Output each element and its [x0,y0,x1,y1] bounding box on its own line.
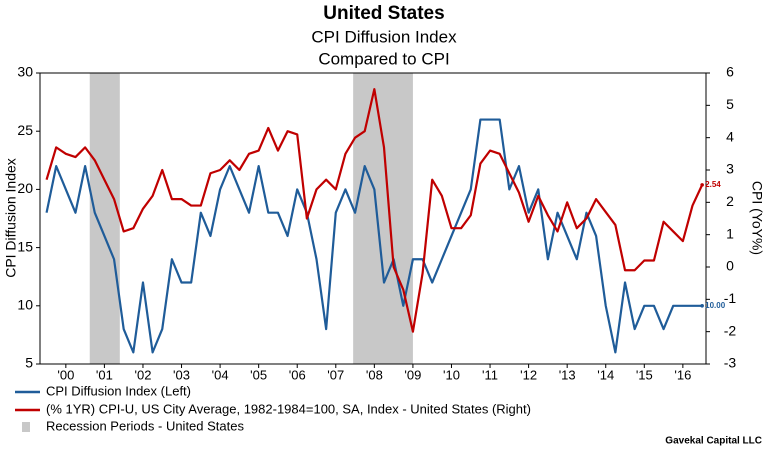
x-tick-label: '11 [482,367,498,382]
y-axis-label: CPI Diffusion Index [3,158,19,278]
recession-band [89,73,120,364]
y2-tick-label: 3 [726,161,734,177]
plot-frame [39,72,707,365]
y2-tick-label: -3 [724,355,737,371]
y2-tick-label: 6 [726,64,734,80]
y-tick-label: 10 [17,297,33,313]
x-tick-label: '05 [250,367,267,382]
x-tick-label: '09 [404,367,421,382]
x-tick-label: '10 [443,367,460,382]
x-tick-label: '07 [327,367,344,382]
x-tick-label: '01 [96,367,113,382]
y2-tick-label: 4 [726,128,734,144]
y-tick-label: 25 [17,122,33,138]
x-tick-label: '16 [674,367,691,382]
y2-tick-label: 1 [726,225,734,241]
end-label: 2.54 [705,180,721,189]
y-tick-label: 20 [17,180,33,196]
x-tick-label: '03 [173,367,190,382]
legend-label: Recession Periods - United States [46,418,244,433]
y2-tick-label: 2 [726,193,734,209]
y2-tick-label: 0 [726,258,734,274]
end-label: 10.00 [705,301,726,310]
y2-tick-label: -2 [724,322,737,338]
x-tick-label: '02 [134,367,151,382]
chart-subtitle: CPI Diffusion Index [311,27,457,46]
x-tick-label: '12 [520,367,537,382]
x-tick-label: '06 [289,367,306,382]
y-tick-label: 5 [25,355,33,371]
y2-tick-label: 5 [726,96,734,112]
y2-axis-label: CPI (YoY%) [749,181,765,255]
chart-subtitle: Compared to CPI [318,49,449,68]
legend-label: CPI Diffusion Index (Left) [46,383,191,398]
legend-label: (% 1YR) CPI-U, US City Average, 1982-198… [46,401,531,416]
y-tick-label: 30 [17,64,33,80]
legend-swatch [22,422,30,432]
chart-title: United States [323,3,444,24]
x-tick-label: '14 [597,367,614,382]
x-tick-label: '13 [559,367,576,382]
y2-tick-label: -1 [724,290,737,306]
y-tick-label: 15 [17,238,33,254]
series-line [45,88,704,333]
x-tick-label: '00 [57,367,74,382]
x-tick-label: '08 [366,367,383,382]
source: Gavekal Capital LLC [665,436,762,447]
series-line [45,118,703,354]
x-tick-label: '04 [212,367,229,382]
recession-band [353,73,413,364]
end-point [700,183,704,187]
end-point [700,304,704,308]
x-tick-label: '15 [636,367,653,382]
